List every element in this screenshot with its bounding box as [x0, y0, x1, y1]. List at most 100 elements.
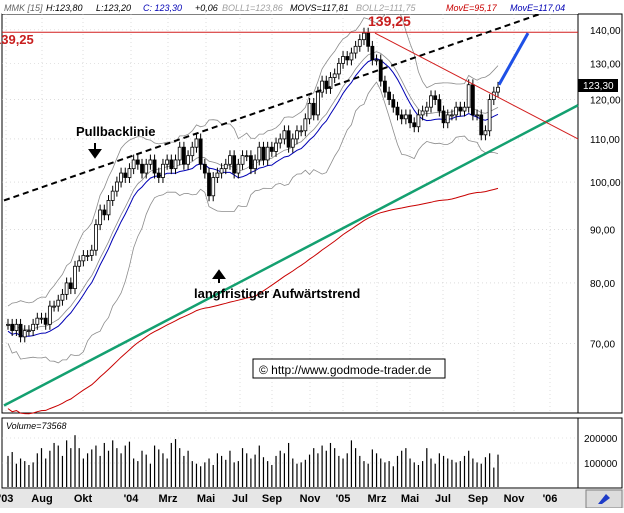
price-bar-body [73, 265, 77, 290]
price-bar-body [341, 56, 345, 64]
y-tick-label: 130,00 [590, 59, 621, 70]
price-bar-body [244, 155, 249, 158]
price-bar-body [236, 163, 241, 174]
price-bar-body [60, 293, 65, 301]
price-panel-frame [1, 13, 579, 414]
price-bar-body [223, 163, 228, 170]
y-tick-label: 80,00 [590, 279, 615, 290]
volume-panel-frame [1, 417, 579, 489]
price-bars [6, 27, 500, 343]
header-high: H:123,80 [46, 3, 83, 13]
price-bar-body [316, 91, 320, 116]
x-tick-label: Jul [232, 493, 248, 505]
price-bar-body [106, 200, 111, 216]
bollinger-lower [7, 81, 499, 364]
draw-tool-icon[interactable] [598, 494, 610, 504]
price-bar-body [336, 62, 341, 75]
x-tick-label: Sep [262, 493, 282, 505]
x-tick-label: Nov [504, 493, 526, 505]
price-bar-body [39, 317, 44, 320]
price-bar-body [424, 106, 429, 112]
x-tick-label: Nov [300, 493, 322, 505]
price-bar-body [295, 130, 299, 140]
left-resistance-label: 139,25 [0, 32, 34, 47]
y-tick-label: 100,00 [590, 178, 621, 189]
price-bar-body [286, 130, 291, 148]
price-bar-body [98, 209, 103, 226]
header-change: +0,06 [195, 3, 218, 13]
price-bar-body [458, 106, 463, 112]
y-tick-label: 140,00 [590, 26, 621, 37]
x-tick-label: '05 [336, 493, 351, 505]
y-tick-label: 90,00 [590, 226, 615, 237]
trend-lines [2, 13, 579, 407]
price-bar-body [194, 138, 199, 148]
price-bar-body [357, 39, 362, 47]
price-bar-body [161, 163, 165, 178]
price-bar-body [22, 330, 27, 338]
price-bar-body [433, 95, 438, 100]
price-bar-body [215, 172, 220, 178]
price-bar-body [6, 323, 10, 326]
price-bar-body [219, 168, 224, 174]
price-bar-body [307, 102, 312, 120]
price-bar-body [211, 177, 216, 197]
x-tick-label: Jul [435, 493, 451, 505]
target-arrow-line [497, 32, 530, 86]
price-bar-body [261, 146, 266, 161]
price-bar-body [123, 172, 128, 178]
pullback-line [3, 13, 541, 202]
price-bar-body [127, 168, 132, 178]
price-bar-body [391, 99, 396, 108]
header-move1: MovE=95,17 [446, 3, 498, 13]
x-tick-label: Mrz [368, 493, 387, 505]
uptrend-line [3, 104, 579, 407]
price-bar-body [131, 159, 136, 170]
price-bar-body [186, 155, 190, 165]
header-boll1: BOLL1=123,86 [222, 3, 283, 13]
price-bar-body [420, 110, 425, 116]
x-tick-label: '03 [0, 493, 13, 505]
price-bar-body [135, 159, 140, 165]
price-bar-body [399, 114, 404, 120]
price-bar-body [68, 282, 73, 290]
axis-panel-bg [577, 13, 623, 414]
x-tick-label: Mai [197, 493, 215, 505]
header-bar [2, 2, 578, 14]
price-bar-body [169, 159, 174, 170]
price-bar-body [374, 59, 379, 62]
price-bar-body [35, 317, 40, 325]
x-tick-label: Okt [74, 493, 93, 505]
price-bar-body [81, 255, 86, 262]
last-price-label: 123,30 [583, 81, 614, 92]
price-bar-body [445, 114, 450, 124]
price-bar-body [303, 118, 308, 132]
price-bar-body [454, 106, 459, 116]
price-bar-body [257, 146, 262, 161]
header-move2: MovE=117,04 [510, 3, 565, 13]
price-bar-body [190, 146, 195, 157]
x-tick-label: Mai [401, 493, 419, 505]
price-bar-body [240, 155, 245, 165]
price-bar-body [173, 159, 178, 170]
header-close: C: 123,30 [143, 3, 182, 13]
price-bar-body [52, 305, 56, 308]
x-tick-label: Mrz [159, 493, 178, 505]
price-bar-body [232, 155, 237, 174]
price-bar-body [148, 159, 153, 165]
price-bar-body [479, 114, 484, 136]
price-bar-body [470, 84, 475, 116]
volume-tick-label: 100000 [584, 459, 618, 470]
pullback-arrow-icon [88, 143, 102, 159]
price-bar-body [85, 255, 90, 257]
bottom-axis-bg [0, 489, 624, 508]
price-bar-body [299, 130, 304, 133]
price-bar-body [165, 159, 170, 165]
header-low: L:123,20 [96, 3, 131, 13]
copyright-box [252, 358, 446, 379]
price-bar-body [119, 172, 123, 183]
price-bar-body [366, 32, 371, 47]
price-bar-body [475, 114, 479, 117]
ma-blue-line [7, 57, 499, 337]
